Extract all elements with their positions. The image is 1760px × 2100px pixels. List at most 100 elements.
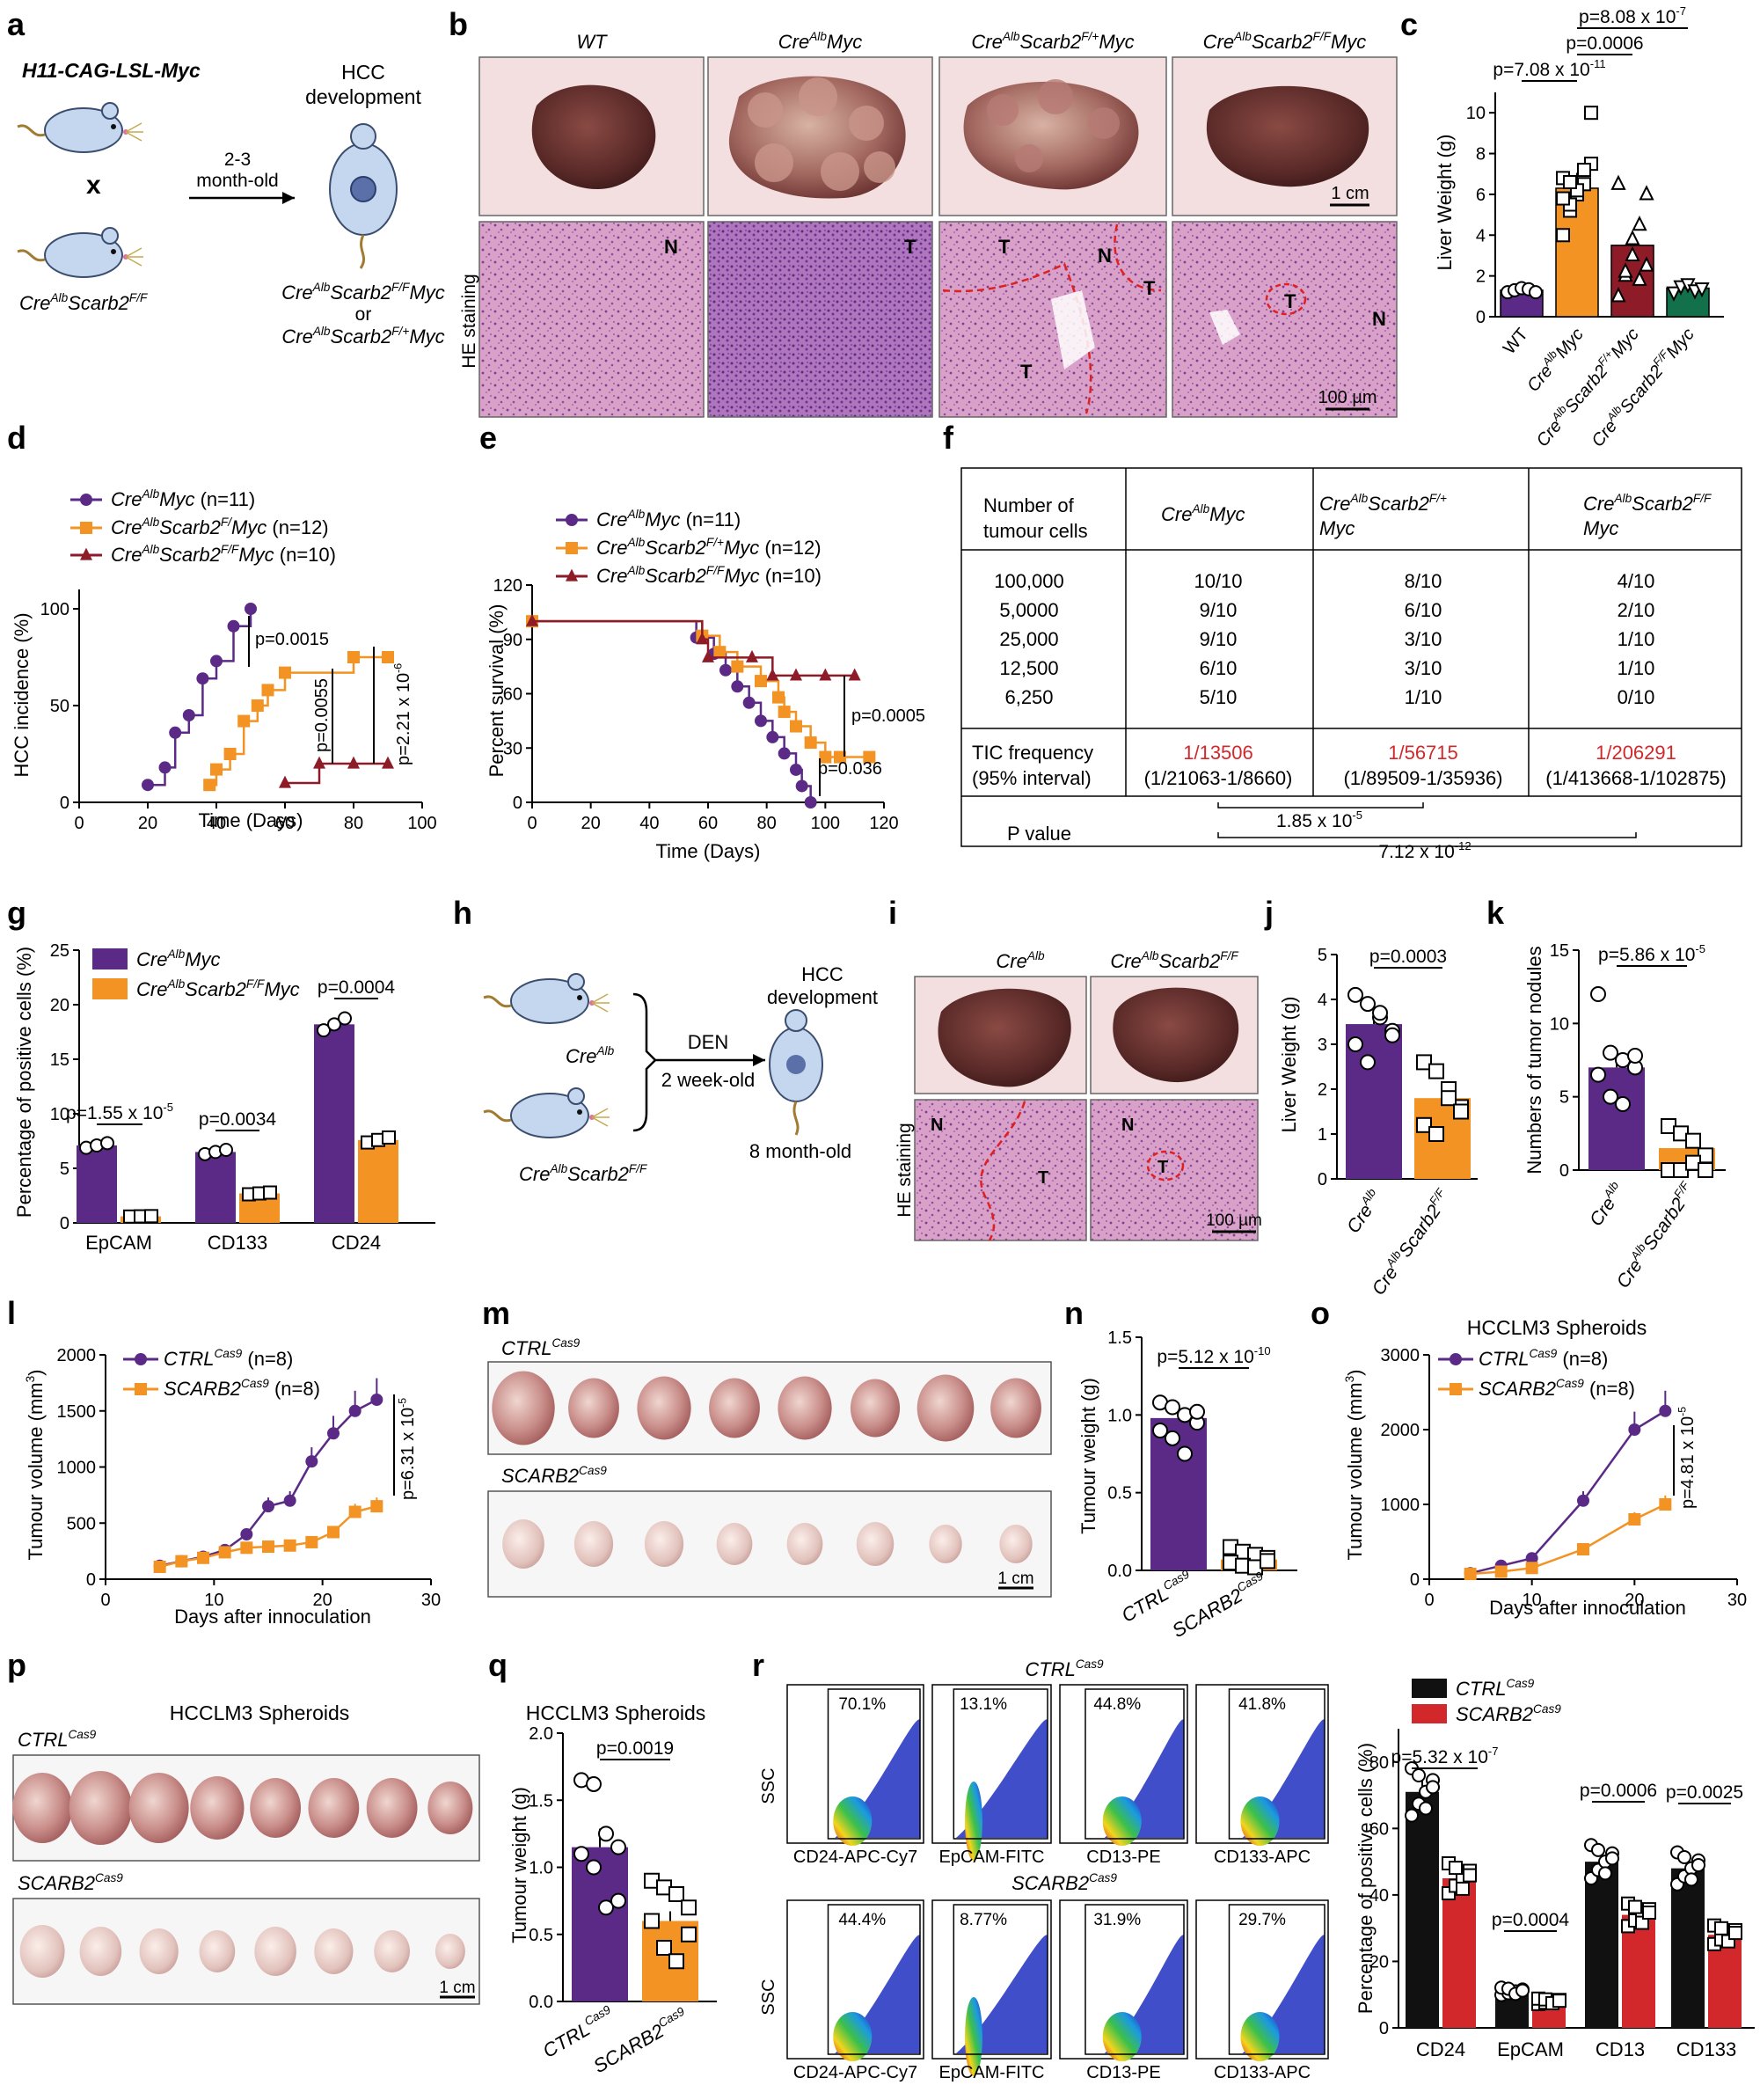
panel-letter: q — [488, 1647, 508, 1683]
y-tick-label: 10 — [1466, 104, 1486, 123]
tumour — [856, 1522, 895, 1566]
arrow-head — [753, 1054, 765, 1066]
panel-letter: p — [7, 1647, 26, 1683]
x-tick-label: 60 — [698, 814, 718, 833]
label-part: Scarb2 — [185, 978, 246, 1000]
panel-k: 0 5 10 15 p=5.86 x 10-5 Numbers of tumor nodu… — [1523, 941, 1726, 1292]
tumor-icon — [350, 176, 376, 202]
label-part: Cre — [778, 31, 809, 53]
data-point — [1577, 163, 1591, 178]
label-part: F/F — [1313, 30, 1332, 43]
flow-density-core — [1240, 2012, 1280, 2061]
x-tick-label: 80 — [757, 814, 777, 833]
data-point — [1577, 1494, 1589, 1507]
scale-label: 1 cm — [439, 1979, 475, 1997]
data-point — [237, 714, 251, 728]
data-point — [80, 547, 92, 560]
data-point — [1405, 1808, 1419, 1823]
label-part: F/+ — [706, 536, 724, 549]
he-image — [938, 221, 1167, 418]
data-point — [834, 750, 846, 764]
label-part: (n=8) — [1557, 1348, 1608, 1370]
data-point — [1625, 230, 1640, 245]
panel-q: HCCLM3 Spheroids 0.0 0.5 1.0 1.5 2.0 p=0.0019 T… — [508, 1701, 717, 2077]
label-part: Myc — [1331, 31, 1366, 53]
legend-label: CreAlbScarb2F/FMyc — [136, 977, 300, 1000]
label-part: Cre — [1588, 417, 1621, 451]
series-line — [532, 619, 812, 802]
data-point — [1360, 996, 1376, 1013]
label-part: p=5.86 x 10 — [1598, 945, 1695, 965]
table-cell: 9/10 — [1200, 599, 1238, 621]
data-point — [305, 1535, 318, 1548]
legend-label: CreAlbMyc (n=11) — [111, 487, 255, 510]
label-part: Cre — [136, 978, 167, 1000]
region-label: N — [664, 236, 678, 258]
x-tick-label: 40 — [207, 814, 226, 833]
data-point — [1590, 1066, 1606, 1083]
region-label: N — [1372, 308, 1386, 330]
flow-density — [1065, 1719, 1184, 1838]
panel-o: HCCLM3 Spheroids 0 1000 2000 3000 0 10 20 30 CTRL… — [1343, 1316, 1747, 1619]
panel-letter: b — [449, 6, 468, 42]
x-tick-label: 20 — [581, 814, 601, 833]
tumor-boundary — [980, 1101, 1026, 1241]
x-tick-label: 0 — [74, 814, 84, 833]
tumor-boundary — [942, 262, 1092, 414]
panel-letter: g — [7, 895, 26, 931]
label-part: Scarb2 — [159, 544, 221, 566]
data-point — [755, 675, 767, 688]
y-axis-label: Percentage of positive cells (%) — [1355, 1743, 1377, 2014]
data-point — [1639, 185, 1654, 201]
label-part: Cre — [111, 488, 142, 510]
y-tick-label: 3000 — [1381, 1346, 1420, 1365]
p-value: p=7.08 x 10-11 — [1493, 57, 1605, 80]
data-point — [182, 709, 195, 721]
table-cell: 5,0000 — [999, 599, 1058, 621]
label-part: Cas9 — [551, 1336, 580, 1350]
data-point — [795, 779, 808, 793]
data-point — [731, 680, 744, 693]
x-tick-label: 20 — [1625, 1591, 1644, 1610]
label-part: Tumour volume (mm — [1344, 1382, 1366, 1560]
y-axis-label: SSC — [759, 1979, 778, 2015]
y-tick-label: 0 — [1379, 2019, 1389, 2038]
tumour — [12, 1773, 73, 1843]
label-part: Cas9 — [241, 1377, 269, 1390]
label-part: WT — [576, 31, 608, 53]
arrow-label: 2-3 — [224, 150, 251, 170]
label-part: Alb — [141, 516, 159, 529]
data-point — [1416, 1116, 1432, 1133]
confidence-interval: (1/413668-1/102875) — [1545, 767, 1727, 789]
label-part: p=0.0006 — [1566, 33, 1643, 54]
y-tick-label: 1.5 — [529, 1791, 553, 1811]
label-part: Cre — [1523, 362, 1557, 396]
legend-label: CTRLCas9 (n=8) — [164, 1347, 293, 1370]
label-part: Myc — [1209, 503, 1245, 525]
label-part: SCARB2 — [1456, 1703, 1533, 1725]
label-part: Myc — [827, 31, 862, 53]
tumour — [79, 1927, 122, 1976]
flow-density — [938, 1719, 1048, 1838]
label-part: CTRL — [501, 1337, 551, 1359]
data-point — [382, 1130, 396, 1145]
p-value: p=8.08 x 10-7 — [1579, 4, 1686, 27]
panel-letter: l — [7, 1295, 16, 1331]
x-axis-label: Days after innoculation — [1489, 1597, 1686, 1619]
y-tick-label: 10 — [50, 1105, 69, 1124]
data-point — [279, 666, 291, 679]
label-part: F/F — [629, 1162, 647, 1175]
panel-letter: m — [482, 1295, 510, 1331]
tumour — [492, 1371, 555, 1445]
y-tick-label: 0.5 — [529, 1926, 553, 1945]
bar — [195, 1152, 236, 1223]
x-tick-label: CD24 — [332, 1232, 381, 1254]
x-axis-label: CD24-APC-Cy7 — [793, 2063, 917, 2082]
tumor-boundary — [1114, 223, 1162, 292]
data-point — [778, 706, 791, 719]
y-tick-label: 20 — [1369, 1952, 1389, 1972]
y-axis-label: Tumour weight (g) — [508, 1787, 530, 1943]
data-point — [348, 1404, 361, 1417]
mouse-genotype: CreAlb — [566, 1044, 615, 1067]
flow-density-core — [965, 1997, 982, 2076]
